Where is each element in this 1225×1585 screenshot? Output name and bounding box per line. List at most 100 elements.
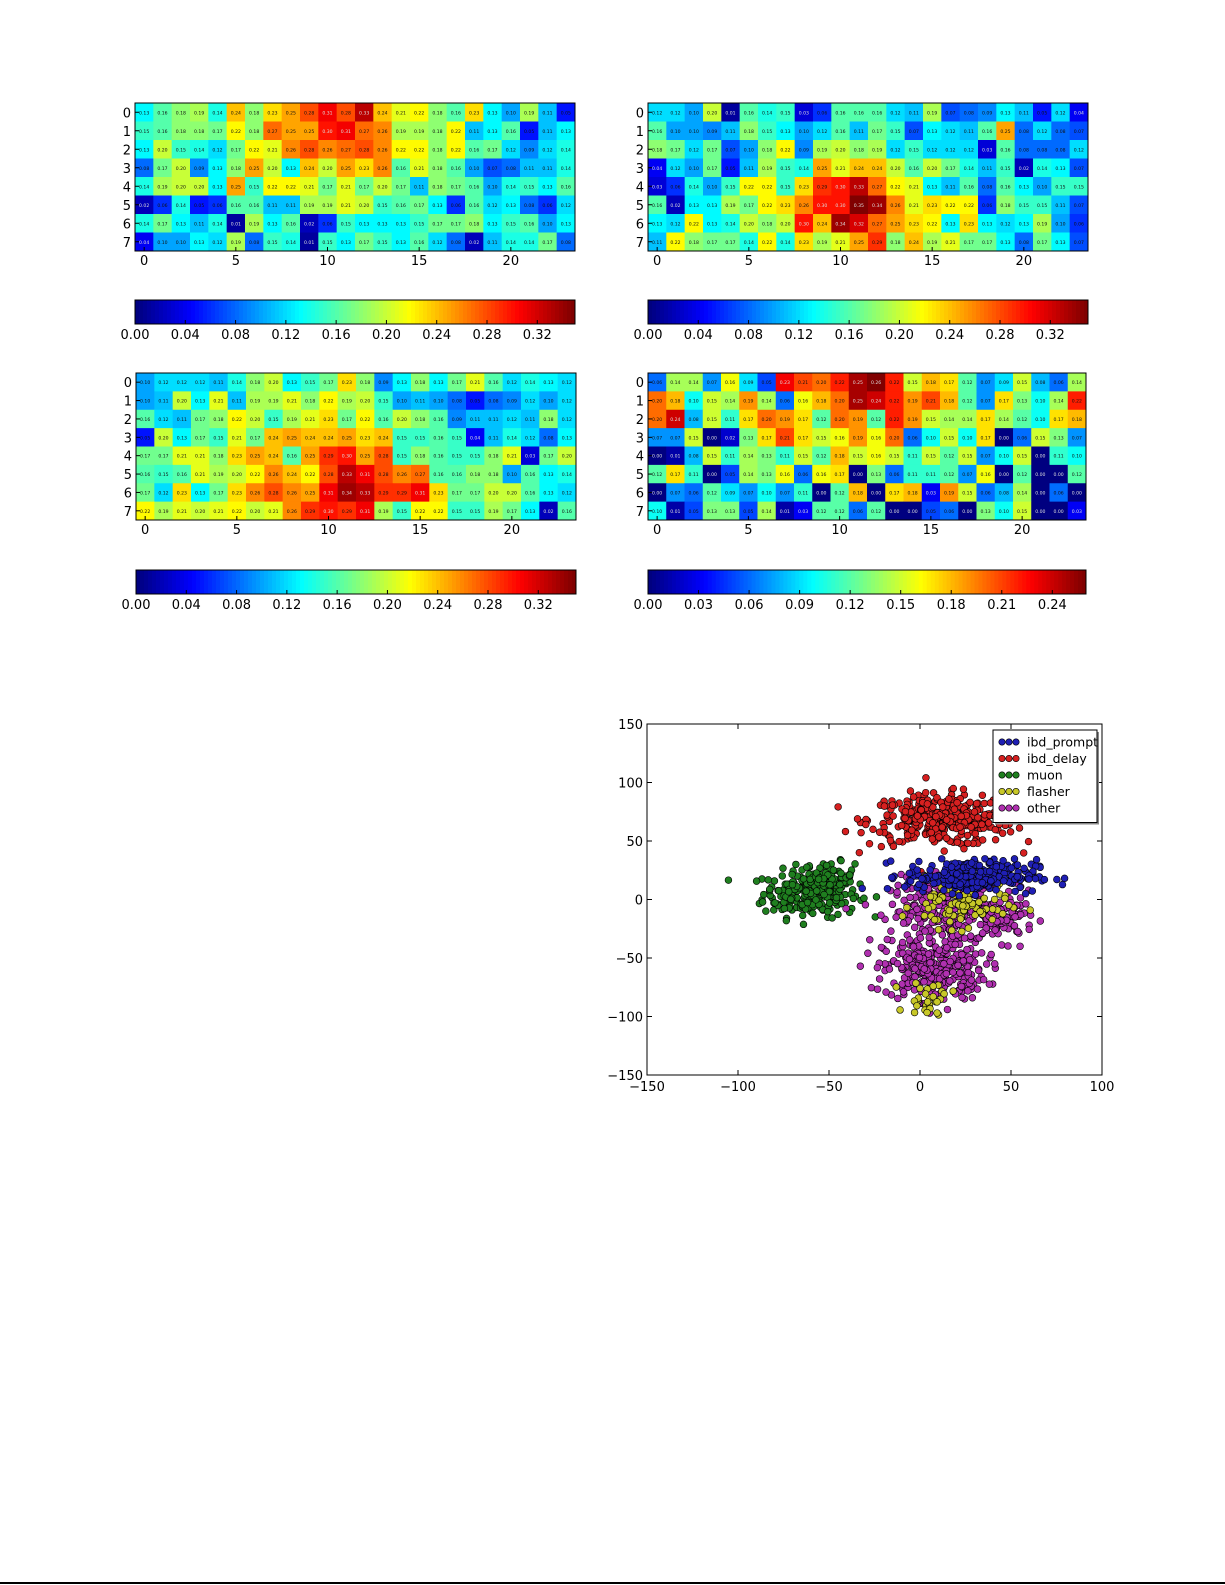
colorbar-segment — [902, 570, 908, 594]
heatmap-cell-label: 0.08 — [249, 240, 259, 246]
y-tick-label: −50 — [616, 952, 643, 967]
scatter-point — [770, 877, 779, 885]
heatmap-cell-label: 0.24 — [378, 435, 388, 441]
heatmap-cell — [941, 121, 961, 141]
heatmap-cell-label: 0.02 — [543, 509, 553, 515]
heatmap-cell — [410, 121, 429, 141]
scatter-point — [949, 987, 957, 995]
colorbar-segment — [656, 300, 661, 324]
heatmap-cell-label: 0.12 — [964, 147, 974, 153]
heatmap-cell-label: 0.12 — [158, 490, 168, 496]
heatmap-cell-label: 0.12 — [707, 490, 717, 496]
colorbar-segment — [239, 300, 244, 324]
scatter-point — [978, 929, 987, 937]
heatmap-cell — [1049, 483, 1069, 503]
heatmap-cell — [264, 409, 284, 429]
heatmap-cell — [721, 391, 740, 411]
colorbar-segment — [944, 300, 949, 324]
heatmap-cell-label: 0.08 — [561, 240, 571, 246]
heatmap-cell — [648, 501, 667, 521]
colorbar-segment — [335, 300, 340, 324]
heatmap-cell-label: 0.17 — [944, 380, 954, 386]
heatmap-cell — [410, 232, 429, 252]
colorbar-segment — [228, 570, 233, 594]
heatmap-cell-label: 0.22 — [780, 147, 790, 153]
scatter-point — [908, 826, 916, 834]
heatmap-cell — [319, 409, 339, 429]
heatmap-cell-label: 0.07 — [670, 435, 680, 441]
heatmap-cell-label: 0.05 — [140, 435, 150, 441]
heatmap-cell-label: 0.19 — [725, 203, 735, 209]
heatmap-cell-label: 0.29 — [378, 490, 388, 496]
heatmap-cell-label: 0.13 — [487, 221, 497, 227]
heatmap-cell-label: 0.07 — [981, 399, 991, 405]
heatmap-cell — [848, 409, 868, 429]
x-tick-label: 100 — [1090, 1080, 1115, 1095]
colorbar-segment — [479, 300, 484, 324]
scatter-point — [959, 785, 968, 793]
colorbar-segment — [916, 300, 921, 324]
heatmap-cell — [171, 121, 191, 141]
heatmap-cell — [867, 446, 886, 466]
heatmap-cell — [648, 195, 667, 215]
heatmap-cell — [226, 232, 246, 252]
scatter-point — [922, 788, 930, 797]
heatmap-cell-label: 0.02 — [304, 221, 314, 227]
heatmap-cell — [721, 214, 741, 233]
colorbar-segment — [532, 570, 537, 594]
heatmap-cell-label: 0.23 — [927, 203, 937, 209]
colorbar-segment — [1070, 570, 1075, 594]
heatmap-cell-label: 0.00 — [871, 490, 881, 496]
colorbar-segment — [948, 300, 953, 324]
heatmap-cell-label: 0.24 — [871, 399, 881, 405]
heatmap-cell-label: 0.09 — [725, 490, 735, 496]
colorbar-segment — [839, 570, 844, 594]
heatmap-cell-label: 0.17 — [452, 490, 462, 496]
colorbar-segment — [476, 570, 481, 594]
scatter-point — [942, 970, 951, 978]
heatmap-cell-label: 0.20 — [762, 417, 772, 423]
heatmap-cell — [1069, 103, 1089, 122]
heatmap-cell-label: 0.11 — [213, 380, 223, 386]
heatmap-cell-label: 0.35 — [854, 203, 864, 209]
heatmap-cell-label: 0.23 — [433, 490, 443, 496]
scatter-point — [932, 812, 940, 821]
colorbar-segment — [187, 300, 192, 324]
heatmap-cell — [1031, 428, 1050, 447]
heatmap-cell-label: 0.18 — [194, 129, 204, 135]
heatmap-cell — [356, 464, 375, 484]
heatmap-cell — [739, 409, 758, 429]
scatter-point — [1005, 901, 1013, 909]
heatmap-cell-label: 0.19 — [342, 399, 352, 405]
heatmap-cell-label: 0.16 — [177, 472, 187, 478]
heatmap-cell — [904, 195, 924, 215]
colorbar-segment — [419, 300, 424, 324]
heatmap-cell — [392, 391, 412, 411]
colorbar-segment — [220, 570, 225, 594]
scatter-point — [942, 834, 951, 842]
heatmap-cell-label: 0.16 — [652, 129, 662, 135]
colorbar-segment — [443, 300, 448, 324]
colorbar-segment — [276, 570, 281, 594]
colorbar-segment — [896, 300, 901, 324]
colorbar-segment — [459, 300, 464, 324]
heatmap-cell — [301, 373, 320, 392]
heatmap-cell-label: 0.15 — [397, 435, 407, 441]
scatter-point — [915, 857, 923, 866]
y-tick-label: 50 — [626, 835, 643, 850]
heatmap-cell-label: 0.12 — [670, 221, 680, 227]
heatmap-cell — [191, 409, 210, 429]
heatmap-cell — [446, 158, 466, 178]
heatmap-cell-label: 0.11 — [689, 472, 699, 478]
heatmap-cell-label: 0.19 — [396, 129, 406, 135]
colorbar-segment — [703, 570, 709, 594]
heatmap-cell-label: 0.11 — [744, 166, 754, 172]
colorbar-segment — [544, 570, 549, 594]
heatmap-cell — [465, 121, 484, 141]
heatmap-cell — [702, 464, 722, 484]
heatmap-cell-label: 0.13 — [139, 147, 149, 153]
colorbar-segment — [460, 570, 465, 594]
colorbar-segment — [804, 300, 809, 324]
heatmap-cell — [885, 446, 904, 466]
heatmap-cell — [666, 177, 686, 196]
